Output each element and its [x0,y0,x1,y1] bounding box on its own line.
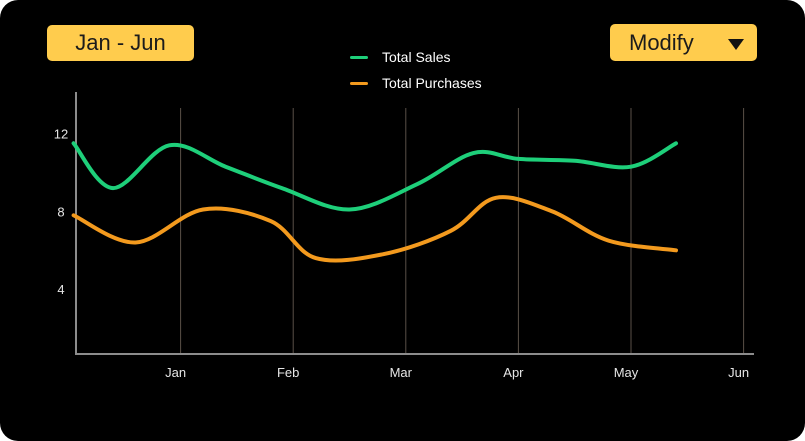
caret-down-icon [728,39,744,50]
x-tick-label: Apr [503,365,524,380]
legend-label-sales: Total Sales [382,49,451,65]
x-tick-label: Jun [728,365,749,380]
y-tick-label: 4 [57,282,64,297]
legend-swatch-sales [350,56,368,59]
x-tick-labels: Jan Feb Mar Apr May Jun [165,365,749,380]
series-lines [71,141,678,263]
date-range-badge: Jan - Jun [47,25,194,61]
y-tick-labels: 4 8 12 [54,127,68,298]
legend-item-purchases: Total Purchases [350,72,482,98]
x-tick-label: Jan [165,365,186,380]
legend-label-purchases: Total Purchases [382,75,482,91]
series-line-total-sales [71,141,678,212]
legend-item-sales: Total Sales [350,46,482,72]
chart-legend: Total Sales Total Purchases [350,46,482,98]
modify-button-label: Modify [629,30,694,55]
y-tick-label: 12 [54,127,68,142]
modify-dropdown-button[interactable]: Modify [610,24,757,61]
x-tick-label: Feb [277,365,299,380]
legend-swatch-purchases [350,82,368,85]
vertical-gridlines [180,108,745,354]
x-tick-label: May [614,365,639,380]
series-line-total-purchases [71,195,678,263]
x-tick-label: Mar [390,365,413,380]
y-tick-label: 8 [57,204,64,219]
